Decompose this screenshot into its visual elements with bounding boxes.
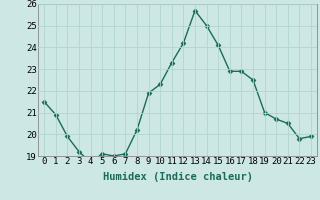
X-axis label: Humidex (Indice chaleur): Humidex (Indice chaleur) (103, 172, 252, 182)
